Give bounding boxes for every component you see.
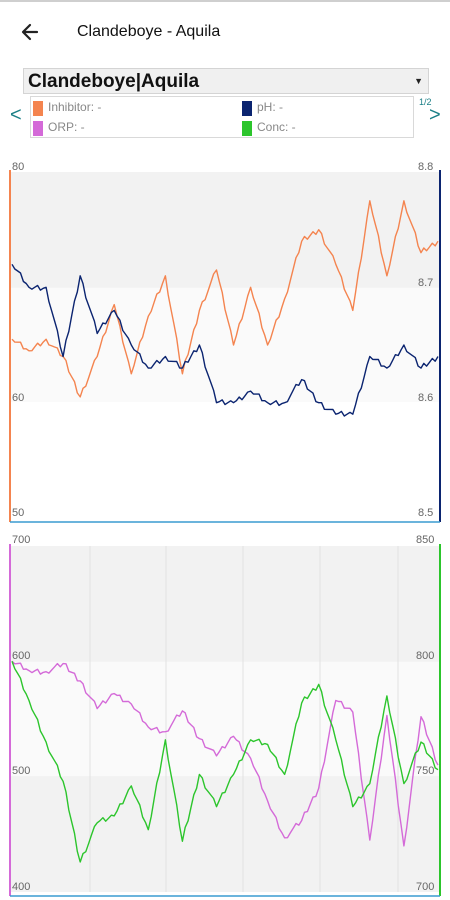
left-axis-tick: 500: [12, 765, 31, 777]
page-title: Clandeboye - Aquila: [77, 23, 221, 40]
right-axis-tick: 750: [416, 765, 435, 777]
status-divider: [0, 0, 450, 2]
series-line-orp: [11, 660, 439, 847]
arrow-left-icon[interactable]: [16, 18, 44, 46]
right-axis-tick: 8.5: [418, 507, 434, 519]
left-axis-tick: 600: [12, 650, 31, 662]
next-page-button[interactable]: >: [429, 104, 441, 126]
legend-label: Conc: -: [257, 120, 296, 134]
right-axis-tick: 8.7: [418, 277, 434, 289]
legend-swatch: [33, 121, 43, 136]
prev-page-button[interactable]: <: [10, 104, 22, 126]
right-axis-tick: 800: [416, 650, 435, 662]
site-selector-value: Clandeboye|Aquila: [28, 71, 200, 92]
legend-label: ORP: -: [48, 120, 85, 134]
right-axis-tick: 850: [416, 534, 435, 546]
right-axis-tick: 700: [416, 881, 435, 893]
chart-band: [10, 402, 440, 518]
site-selector[interactable]: Clandeboye|Aquila ▼: [23, 68, 429, 94]
chart-band: [10, 546, 440, 662]
left-axis-tick: 60: [12, 392, 25, 404]
left-axis-tick: 400: [12, 881, 31, 893]
series-line-conc: [11, 661, 439, 863]
right-axis-tick: 8.6: [418, 392, 434, 404]
app-bar: Clandeboye - Aquila: [0, 2, 450, 60]
chart-band: [10, 776, 440, 892]
chart-band: [10, 661, 440, 777]
legend-label: pH: -: [257, 100, 284, 114]
series-line-inhibitor: [11, 200, 439, 398]
right-axis-tick: 8.8: [418, 161, 434, 173]
left-axis-tick: 700: [12, 534, 31, 546]
left-axis-tick: 50: [12, 507, 25, 519]
series-line-ph: [11, 263, 439, 417]
chart-band: [10, 172, 440, 288]
dropdown-caret-icon: ▼: [414, 76, 423, 86]
legend-label: Inhibitor: -: [48, 100, 102, 114]
legend-swatch: [33, 101, 43, 116]
legend-swatch: [242, 121, 252, 136]
left-axis-tick: 80: [12, 161, 25, 173]
legend-swatch: [242, 101, 252, 116]
page-indicator: 1/2: [419, 97, 432, 107]
chart-legend: Inhibitor: - pH: - ORP: - Conc: -: [30, 96, 414, 138]
